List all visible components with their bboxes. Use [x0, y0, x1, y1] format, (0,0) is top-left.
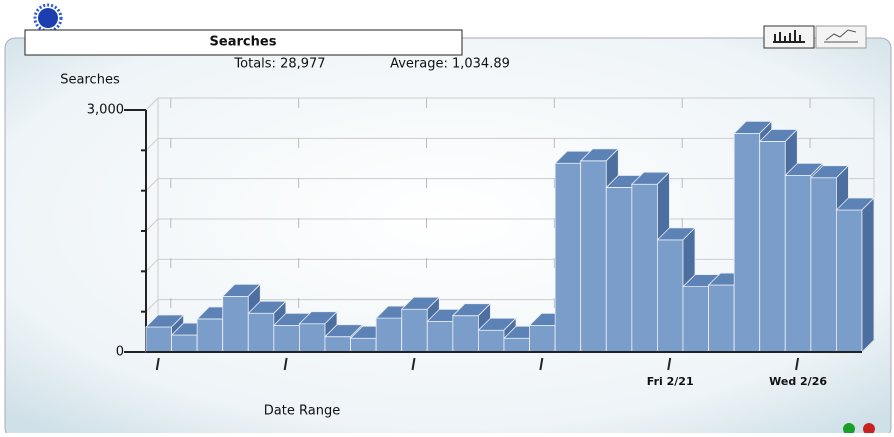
bar-front	[426, 320, 454, 353]
x-tick-label: Wed 2/26	[769, 375, 827, 388]
bar-front	[171, 334, 198, 353]
minor-grid-line	[145, 137, 874, 151]
bar-front	[247, 312, 275, 353]
bar-front	[350, 337, 377, 353]
y-axis-label: Searches	[60, 73, 120, 88]
bar	[835, 197, 875, 353]
bar-front	[605, 187, 633, 353]
bar-front	[529, 324, 556, 353]
status-green	[843, 423, 855, 435]
status-red	[863, 423, 875, 435]
bar-front	[273, 324, 300, 353]
bar-front	[784, 174, 812, 353]
y-tick-label: 0	[116, 345, 124, 360]
bar-front	[759, 141, 786, 353]
x-tick	[411, 357, 416, 371]
bar-front	[375, 317, 403, 353]
logo	[33, 3, 63, 33]
x-tick	[539, 357, 544, 371]
title-box	[24, 29, 463, 56]
bar-side	[861, 197, 875, 353]
x-tick	[667, 357, 672, 371]
bar-front	[554, 162, 582, 353]
bar-front	[299, 323, 326, 353]
bar-front	[682, 286, 709, 353]
bar-front	[145, 326, 172, 353]
x-axis-label: Date Range	[264, 404, 340, 419]
line-chart-button[interactable]	[815, 25, 867, 49]
bar-front	[810, 177, 837, 353]
average: Average: 1,034.89	[390, 57, 510, 72]
bar-front	[452, 315, 479, 353]
y-tick-label: 3,000	[87, 103, 124, 118]
x-tick	[283, 357, 288, 371]
bar-front	[580, 160, 607, 353]
bar-front	[708, 284, 735, 353]
chart-title: Searches	[210, 35, 277, 50]
bar-front	[836, 209, 863, 353]
bar-front	[196, 318, 224, 353]
bar-front	[657, 239, 684, 353]
bar-chart-button[interactable]	[763, 25, 815, 49]
grid-line	[145, 97, 874, 111]
x-tick-label: Fri 2/21	[647, 375, 694, 388]
x-tick	[795, 357, 800, 371]
bar-front	[733, 132, 761, 353]
x-tick	[155, 357, 160, 371]
bar-front	[478, 329, 505, 353]
bar-front	[324, 336, 351, 353]
bar-front	[401, 308, 428, 353]
bar-front	[503, 337, 530, 353]
bar-front	[222, 295, 249, 353]
bar-front	[631, 183, 658, 353]
totals: Totals: 28,977	[233, 57, 325, 72]
